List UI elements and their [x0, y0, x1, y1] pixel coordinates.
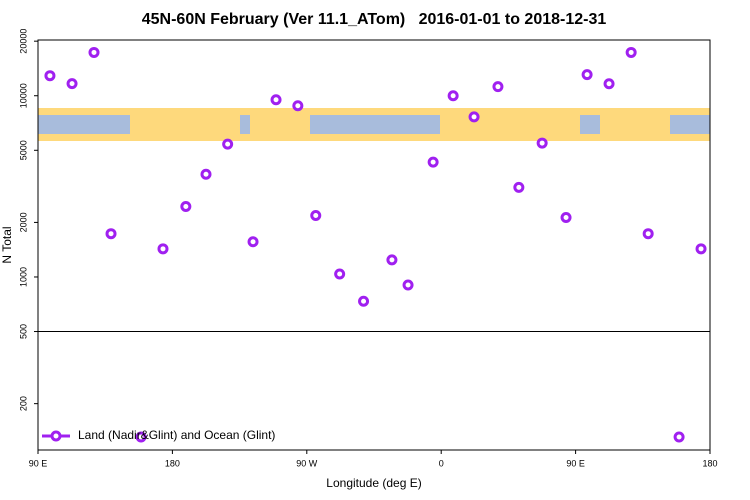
map-band: [38, 108, 710, 141]
data-point: [157, 243, 169, 255]
y-tick-label: 5000: [18, 140, 28, 160]
data-point: [536, 137, 548, 149]
y-tick-label: 20000: [18, 29, 28, 54]
legend-marker: [50, 430, 62, 442]
data-point: [200, 168, 212, 180]
map-land: [600, 115, 670, 134]
x-tick-label: 180: [702, 458, 717, 468]
y-tick-label: 2000: [18, 212, 28, 232]
data-point: [447, 90, 459, 102]
data-point: [66, 78, 78, 90]
data-point: [135, 431, 147, 443]
map-land: [38, 108, 710, 115]
data-point: [105, 228, 117, 240]
data-point: [180, 201, 192, 213]
x-tick-label: 90 W: [296, 458, 318, 468]
x-tick-label: 180: [165, 458, 180, 468]
map-land: [250, 115, 310, 134]
data-point: [581, 69, 593, 81]
data-point: [642, 228, 654, 240]
data-point: [468, 111, 480, 123]
y-tick-label: 10000: [18, 83, 28, 108]
data-point: [492, 81, 504, 93]
data-point: [310, 210, 322, 222]
data-point: [603, 78, 615, 90]
data-point: [560, 211, 572, 223]
data-point: [386, 254, 398, 266]
data-point: [222, 138, 234, 150]
legend-label: Land (Nadir&Glint) and Ocean (Glint): [78, 428, 275, 442]
chart-title: 45N-60N February (Ver 11.1_ATom) 2016-01…: [142, 11, 607, 28]
data-point: [358, 295, 370, 307]
x-tick-label: 90 E: [566, 458, 585, 468]
data-point: [513, 181, 525, 193]
data-point: [247, 236, 259, 248]
data-point: [334, 268, 346, 280]
y-tick-label: 1000: [18, 267, 28, 287]
data-point: [292, 100, 304, 112]
map-land: [38, 134, 710, 141]
plot-frame: [37, 39, 711, 451]
x-axis-title: Longitude (deg E): [326, 476, 421, 490]
data-point: [625, 46, 637, 58]
y-tick-label: 500: [18, 324, 28, 339]
map-land: [440, 115, 580, 134]
data-point: [427, 156, 439, 168]
y-tick-label: 200: [18, 396, 28, 411]
x-tick-label: 90 E: [29, 458, 48, 468]
y-axis-title: N Total: [0, 226, 14, 263]
map-land: [130, 115, 240, 134]
data-point: [402, 279, 414, 291]
x-tick-label: 0: [439, 458, 444, 468]
data-point: [44, 70, 56, 82]
data-point: [695, 243, 707, 255]
data-point: [270, 94, 282, 106]
data-point: [673, 431, 685, 443]
data-point: [88, 46, 100, 58]
